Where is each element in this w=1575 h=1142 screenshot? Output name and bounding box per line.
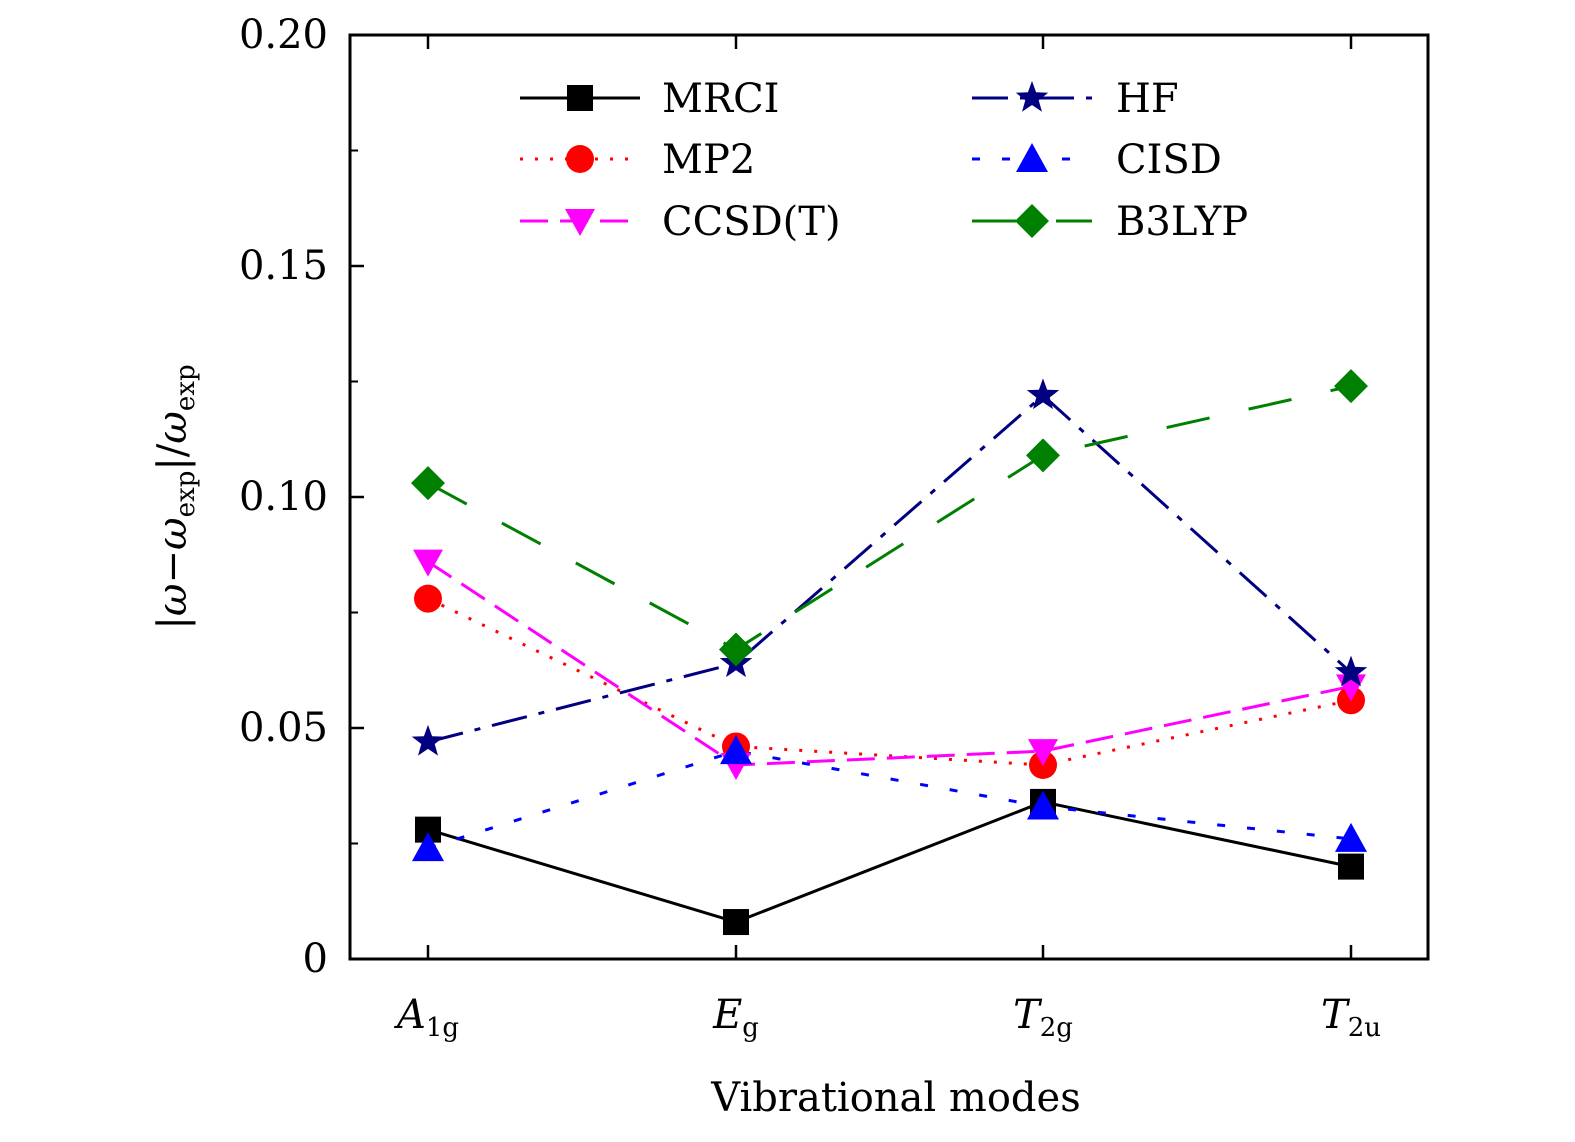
legend-label: HF <box>1116 76 1179 122</box>
series-line-b3lyp <box>427 384 1352 652</box>
y-tick-label: 0 <box>303 936 328 982</box>
legend-item-hf: HF <box>972 76 1179 122</box>
legend-item-cisd: CISD <box>972 137 1222 183</box>
y-label-bar-close: |/ <box>150 443 196 470</box>
legend-item-mrci: MRCI <box>520 76 779 122</box>
data-point-cisd <box>412 832 444 862</box>
data-point-b3lyp <box>719 632 753 667</box>
y-axis-label: |ω−ωexp|/ωexp <box>150 364 201 629</box>
data-point-cisd <box>720 735 752 765</box>
data-point-hf <box>411 724 445 756</box>
legend-item-mp2: MP2 <box>520 137 755 183</box>
svg-text:|ω−ωexp|/ωexp: |ω−ωexp|/ωexp <box>150 364 201 629</box>
data-point-hf <box>1026 378 1060 410</box>
legend-item-b3lyp: B3LYP <box>972 199 1248 245</box>
x-axis: A1g Eg T2g T2u <box>393 35 1381 1043</box>
data-point-cisd <box>1335 822 1367 852</box>
legend-label: CCSD(T) <box>662 199 841 245</box>
legend-label: B3LYP <box>1116 199 1248 245</box>
data-point-hf <box>1334 655 1368 687</box>
legend-label: MRCI <box>662 76 779 122</box>
series-markers <box>411 369 1368 936</box>
data-point-mrci <box>723 909 749 936</box>
y-label-omega-denom: ω <box>150 411 196 444</box>
legend-marker <box>1015 81 1049 112</box>
data-point-mrci <box>1338 853 1364 880</box>
y-label-sub-exp: exp <box>171 471 201 518</box>
legend-marker <box>1016 143 1048 172</box>
data-point-cisd <box>1027 790 1059 820</box>
series-line-mrci <box>427 800 1352 924</box>
y-label-omega-exp: ω <box>150 517 196 550</box>
series-line-hf <box>427 393 1353 744</box>
y-axis: 0 0.05 0.10 0.15 0.20 <box>239 12 364 982</box>
x-axis-label: Vibrational modes <box>710 1075 1080 1121</box>
series-lines <box>427 384 1353 924</box>
x-tick-label: T2g <box>1013 992 1073 1043</box>
x-tick-label: Eg <box>712 992 759 1043</box>
data-point-ccsd-t <box>413 549 443 577</box>
y-tick-label: 0.10 <box>239 474 328 520</box>
plot-frame <box>348 33 1430 961</box>
legend-marker <box>567 85 593 111</box>
x-tick-label: T2u <box>1321 992 1381 1043</box>
legend-item-ccsd-t: CCSD(T) <box>520 199 841 245</box>
legend: MRCI MP2 CCSD(T) HF CISD B3LYP <box>520 76 1248 245</box>
x-tick-label: A1g <box>393 992 459 1043</box>
data-point-ccsd-t <box>1028 739 1058 767</box>
legend-marker <box>566 145 594 173</box>
legend-label: MP2 <box>662 137 755 183</box>
series-line-ccsd-t <box>427 560 1352 767</box>
data-point-b3lyp <box>1334 369 1368 404</box>
data-point-b3lyp <box>1026 438 1060 473</box>
series-line-cisd <box>427 749 1352 850</box>
y-label-minus: − <box>150 550 196 584</box>
legend-marker <box>565 209 595 236</box>
y-tick-label: 0.15 <box>239 243 328 289</box>
data-point-b3lyp <box>411 466 445 501</box>
y-label-sub-exp-denom: exp <box>171 364 201 411</box>
legend-marker <box>1015 204 1049 238</box>
data-point-mp2 <box>414 584 442 613</box>
y-label-bar-open: | <box>150 616 196 629</box>
series-line-mp2 <box>427 597 1352 767</box>
legend-label: CISD <box>1116 137 1222 183</box>
y-tick-label: 0.20 <box>239 12 328 58</box>
y-label-omega: ω <box>150 584 196 617</box>
y-tick-label: 0.05 <box>239 705 328 751</box>
